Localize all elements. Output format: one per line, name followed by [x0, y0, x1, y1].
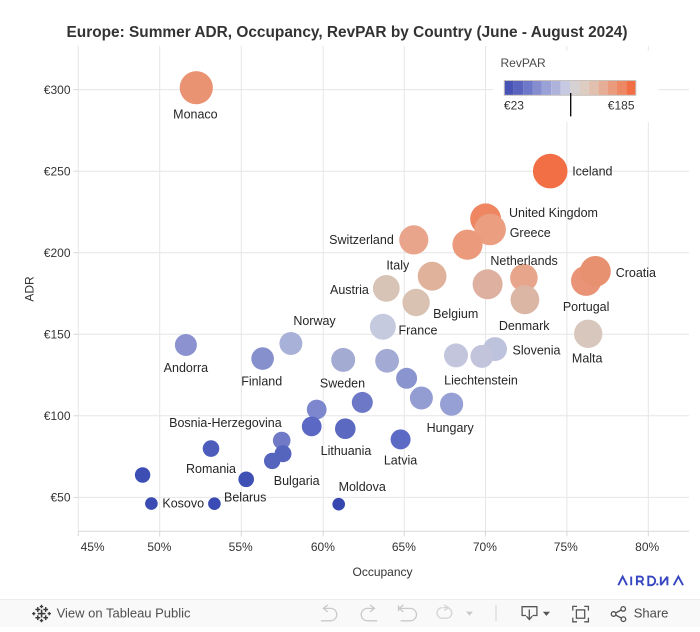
svg-text:75%: 75%	[554, 540, 578, 554]
svg-text:Slovenia: Slovenia	[513, 343, 561, 357]
svg-text:Sweden: Sweden	[320, 377, 365, 391]
svg-text:Switzerland: Switzerland	[329, 233, 394, 247]
svg-text:65%: 65%	[392, 540, 416, 554]
svg-text:Occupancy: Occupancy	[352, 565, 412, 579]
svg-text:60%: 60%	[311, 540, 335, 554]
svg-text:Bosnia-Herzegovina: Bosnia-Herzegovina	[169, 416, 282, 430]
svg-text:France: France	[399, 324, 438, 338]
svg-text:Iceland: Iceland	[572, 165, 612, 179]
svg-text:€185: €185	[608, 99, 635, 113]
svg-text:Finland: Finland	[241, 375, 282, 389]
svg-text:50%: 50%	[147, 540, 171, 554]
svg-text:Croatia: Croatia	[616, 266, 656, 280]
svg-text:Share: Share	[634, 606, 669, 621]
svg-text:Belarus: Belarus	[224, 491, 266, 505]
svg-text:Bulgaria: Bulgaria	[274, 474, 320, 488]
svg-text:RevPAR: RevPAR	[501, 56, 546, 70]
svg-text:Monaco: Monaco	[173, 108, 218, 122]
svg-text:€50: €50	[50, 491, 70, 505]
svg-text:Liechtenstein: Liechtenstein	[444, 374, 518, 388]
svg-text:€300: €300	[44, 83, 71, 97]
svg-text:Norway: Norway	[293, 314, 336, 328]
svg-text:80%: 80%	[635, 540, 659, 554]
svg-text:Latvia: Latvia	[384, 454, 417, 468]
svg-text:€100: €100	[44, 409, 71, 423]
svg-text:Belgium: Belgium	[433, 307, 478, 321]
svg-text:45%: 45%	[81, 540, 105, 554]
svg-text:Hungary: Hungary	[427, 421, 475, 435]
svg-text:View on Tableau Public: View on Tableau Public	[57, 606, 191, 621]
svg-text:Malta: Malta	[572, 352, 603, 366]
svg-text:€250: €250	[44, 164, 71, 178]
svg-text:Austria: Austria	[330, 283, 369, 297]
svg-text:Greece: Greece	[510, 226, 551, 240]
svg-text:Denmark: Denmark	[499, 319, 550, 333]
svg-text:United Kingdom: United Kingdom	[509, 206, 598, 220]
svg-text:Italy: Italy	[386, 259, 410, 273]
svg-text:Moldova: Moldova	[339, 480, 386, 494]
svg-text:Kosovo: Kosovo	[162, 497, 204, 511]
svg-text:€200: €200	[44, 246, 71, 260]
svg-text:Netherlands: Netherlands	[490, 254, 557, 268]
svg-text:€150: €150	[44, 328, 71, 342]
svg-text:55%: 55%	[229, 540, 253, 554]
svg-text:Europe: Summer ADR, Occupancy,: Europe: Summer ADR, Occupancy, RevPAR by…	[67, 24, 628, 41]
svg-text:70%: 70%	[473, 540, 497, 554]
svg-text:Portugal: Portugal	[563, 300, 610, 314]
svg-text:Lithuania: Lithuania	[321, 444, 372, 458]
svg-text:Andorra: Andorra	[164, 361, 209, 375]
svg-text:ADR: ADR	[23, 276, 37, 302]
svg-text:€23: €23	[504, 99, 524, 113]
svg-text:Romania: Romania	[186, 462, 236, 476]
